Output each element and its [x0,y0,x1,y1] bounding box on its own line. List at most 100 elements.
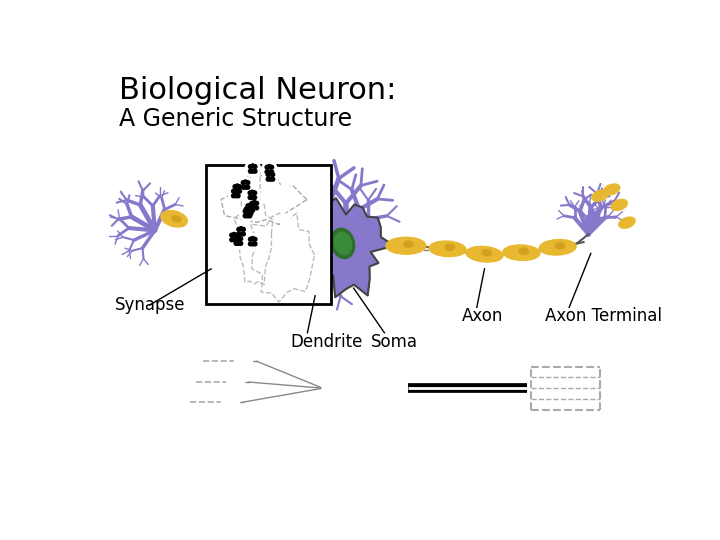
Circle shape [253,242,257,246]
Circle shape [251,237,255,240]
Polygon shape [308,198,394,297]
Circle shape [232,194,235,198]
Polygon shape [227,377,245,387]
Circle shape [233,185,237,188]
Circle shape [253,170,257,173]
Polygon shape [221,397,240,407]
Circle shape [261,162,277,177]
Circle shape [237,232,240,236]
Text: Axon: Axon [462,307,503,325]
Text: Axon Terminal: Axon Terminal [544,307,662,325]
Ellipse shape [323,342,408,434]
Circle shape [245,161,261,177]
Circle shape [251,242,255,246]
Circle shape [246,204,250,208]
Circle shape [253,165,257,168]
Circle shape [271,177,274,181]
Circle shape [281,199,289,208]
Circle shape [267,165,271,168]
Circle shape [246,181,250,185]
Circle shape [236,190,240,193]
Circle shape [267,170,271,174]
Circle shape [253,206,256,210]
Circle shape [251,190,254,194]
Circle shape [230,233,234,237]
Circle shape [247,198,262,213]
Circle shape [232,190,235,193]
Bar [206,165,330,303]
Circle shape [235,184,239,188]
Circle shape [244,207,248,211]
Circle shape [251,208,254,212]
Circle shape [234,194,238,198]
Circle shape [269,172,272,176]
Ellipse shape [334,232,351,255]
Circle shape [234,188,238,192]
Circle shape [241,232,246,236]
Circle shape [281,230,289,239]
Circle shape [240,204,256,219]
Circle shape [253,191,256,195]
Circle shape [245,234,261,249]
Ellipse shape [539,240,576,255]
Circle shape [253,195,256,199]
Circle shape [243,180,248,184]
Circle shape [255,201,258,205]
Circle shape [246,185,250,189]
Circle shape [238,190,241,193]
Circle shape [253,238,257,241]
Circle shape [237,227,240,231]
Circle shape [248,165,252,168]
Circle shape [239,227,243,231]
Ellipse shape [611,199,627,211]
Circle shape [248,214,252,218]
Circle shape [244,212,248,215]
Circle shape [246,212,251,215]
Circle shape [228,186,243,201]
Ellipse shape [555,242,564,249]
Circle shape [233,190,237,193]
Circle shape [235,238,238,242]
Circle shape [266,173,270,177]
Circle shape [250,201,254,205]
Circle shape [232,238,236,242]
Circle shape [248,195,252,199]
Circle shape [243,200,258,216]
Circle shape [239,241,243,245]
Circle shape [266,177,270,181]
Circle shape [251,204,254,208]
Circle shape [230,181,245,197]
Circle shape [235,233,238,237]
Circle shape [226,230,242,245]
Circle shape [251,170,255,173]
Circle shape [232,232,236,237]
Circle shape [243,210,247,213]
Circle shape [249,212,253,215]
Circle shape [238,185,241,188]
Circle shape [235,190,239,193]
Circle shape [230,238,234,242]
Ellipse shape [445,244,454,251]
Circle shape [263,169,278,185]
Circle shape [241,227,246,231]
Circle shape [248,208,252,212]
Circle shape [245,187,260,203]
Ellipse shape [618,217,635,228]
Circle shape [243,214,247,218]
Circle shape [281,168,289,177]
Circle shape [248,203,252,207]
Circle shape [236,241,240,245]
Text: A Generic Structure: A Generic Structure [119,107,352,131]
Ellipse shape [503,245,540,260]
Text: Soma: Soma [371,333,418,351]
Ellipse shape [592,190,608,201]
Circle shape [271,173,274,177]
Ellipse shape [519,248,528,254]
Circle shape [246,208,249,212]
Circle shape [265,165,269,169]
Circle shape [246,208,250,212]
Circle shape [251,164,255,168]
Circle shape [241,185,245,189]
Ellipse shape [172,216,181,221]
Circle shape [234,241,238,245]
